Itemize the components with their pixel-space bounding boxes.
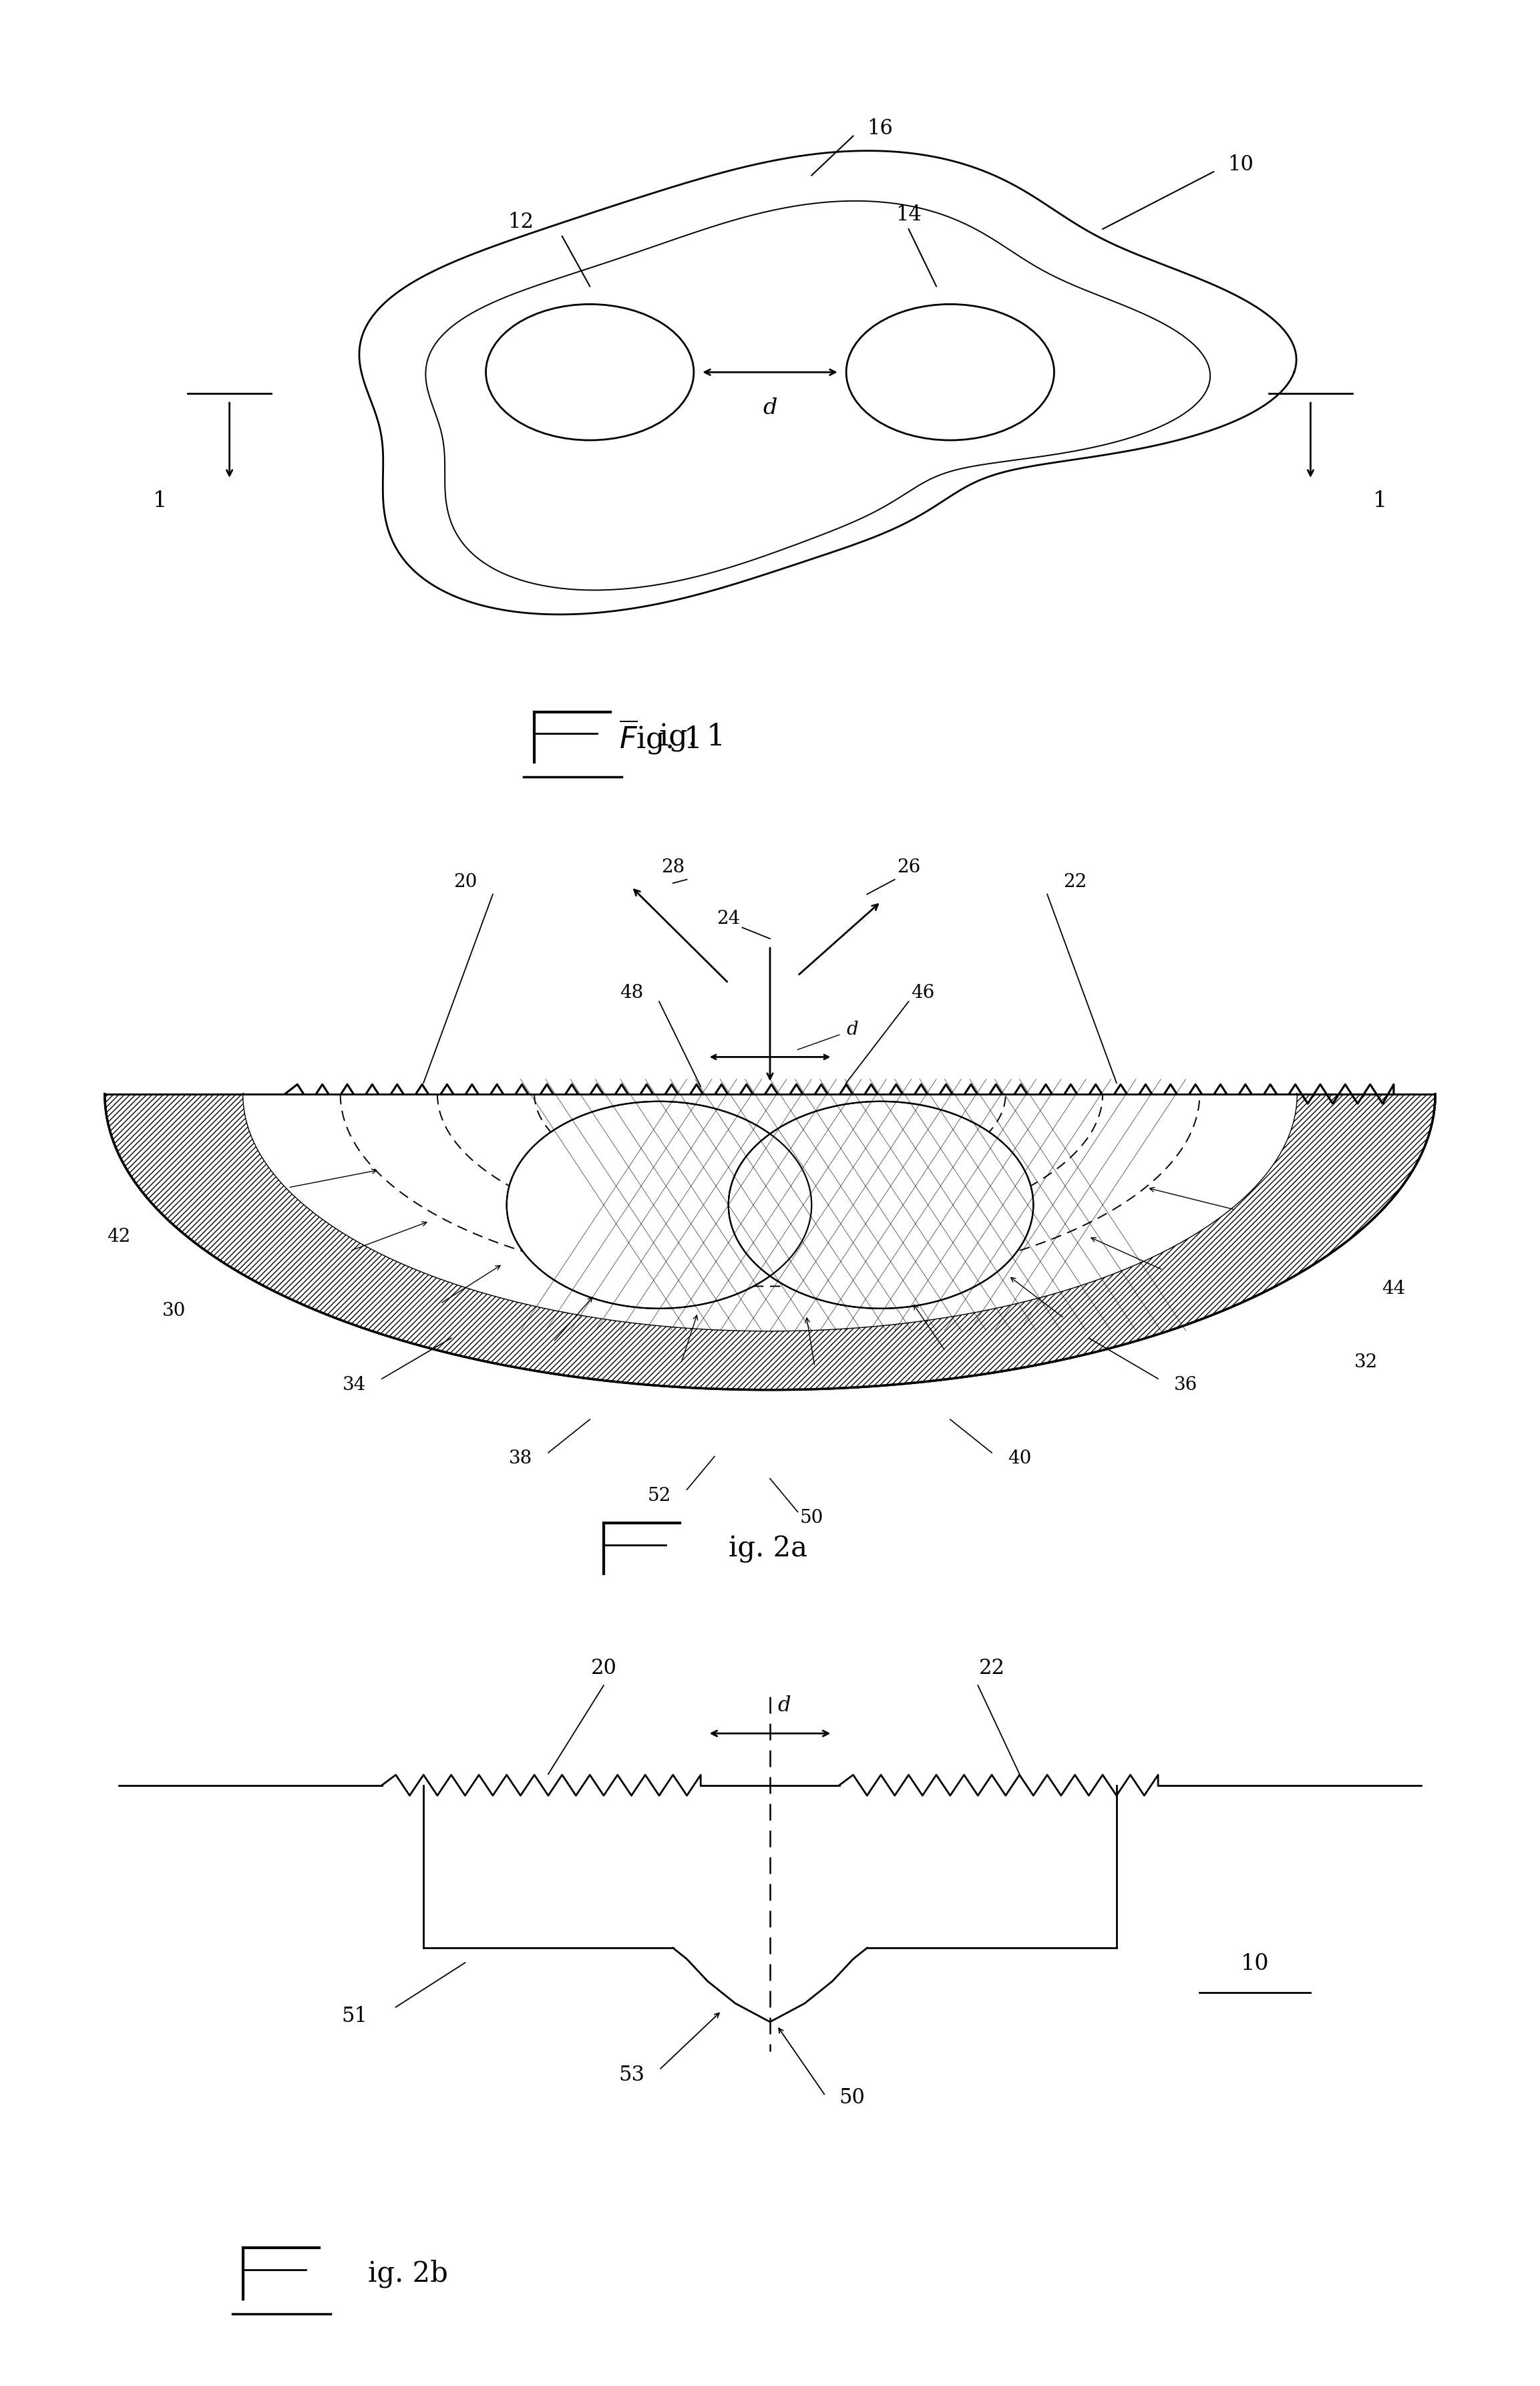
- Text: 26: 26: [896, 859, 921, 876]
- Ellipse shape: [507, 1102, 812, 1308]
- Text: 12: 12: [508, 212, 533, 231]
- Text: d: d: [847, 1021, 858, 1038]
- Text: 50: 50: [839, 2088, 865, 2107]
- Text: 34: 34: [342, 1377, 367, 1393]
- Text: 22: 22: [979, 1658, 1004, 1680]
- Text: ig. 2a: ig. 2a: [728, 1534, 807, 1563]
- Ellipse shape: [487, 303, 693, 439]
- Ellipse shape: [728, 1102, 1033, 1308]
- Text: 30: 30: [162, 1303, 186, 1319]
- Text: d: d: [762, 398, 778, 418]
- Text: 46: 46: [910, 983, 935, 1002]
- Text: ig. 2b: ig. 2b: [368, 2260, 448, 2288]
- Text: 22: 22: [1063, 873, 1087, 890]
- Text: 50: 50: [799, 1508, 824, 1527]
- Text: 53: 53: [619, 2064, 644, 2085]
- Text: 38: 38: [508, 1451, 533, 1467]
- Text: 40: 40: [1007, 1451, 1032, 1467]
- Text: 28: 28: [661, 859, 685, 876]
- Text: 51: 51: [342, 2007, 367, 2026]
- Text: ig. 1: ig. 1: [659, 723, 725, 752]
- Text: $\overline{F}$ig. 1: $\overline{F}$ig. 1: [619, 718, 699, 756]
- Text: d: d: [778, 1694, 790, 1716]
- Text: 20: 20: [453, 873, 477, 890]
- Text: 20: 20: [591, 1658, 616, 1680]
- Text: 24: 24: [716, 909, 741, 928]
- Text: 48: 48: [619, 983, 644, 1002]
- Text: 44: 44: [1381, 1279, 1406, 1298]
- Text: 1: 1: [152, 492, 168, 511]
- Text: 52: 52: [647, 1486, 671, 1506]
- Ellipse shape: [847, 303, 1053, 439]
- Text: 32: 32: [1354, 1353, 1378, 1372]
- Text: 14: 14: [896, 205, 921, 224]
- Text: 1: 1: [1372, 492, 1388, 511]
- Text: 42: 42: [106, 1229, 131, 1245]
- Text: 10: 10: [1227, 155, 1254, 174]
- Text: 36: 36: [1173, 1377, 1198, 1393]
- Polygon shape: [105, 1093, 1435, 1389]
- Polygon shape: [243, 1093, 1297, 1331]
- Text: 16: 16: [867, 119, 893, 138]
- Text: 10: 10: [1241, 1954, 1269, 1976]
